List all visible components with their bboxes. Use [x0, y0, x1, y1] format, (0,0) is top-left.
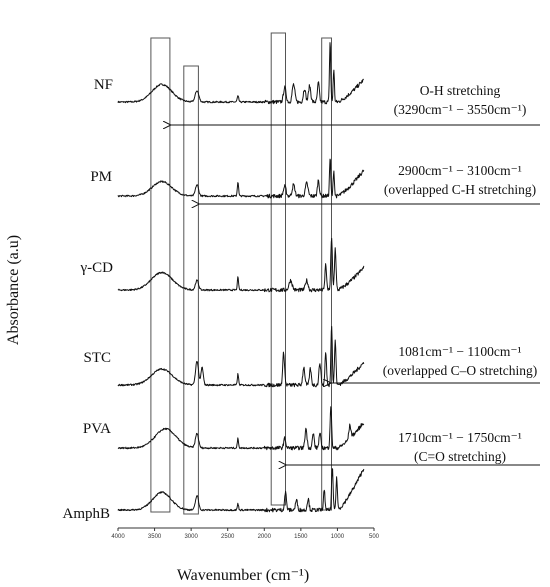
spectrum-pm [117, 158, 365, 199]
series-label: STC [83, 350, 111, 366]
annotation-line1: 1710cm⁻¹ − 1750cm⁻¹ [398, 430, 522, 445]
x-tick-label: 1000 [331, 534, 345, 540]
series-label: PM [90, 169, 112, 185]
annotation-line2: (C=O stretching) [414, 449, 506, 464]
highlight-region [270, 32, 287, 506]
series-label: γ-CD [80, 260, 114, 276]
series-label: AmphB [62, 506, 110, 522]
x-tick-label: 4000 [111, 534, 125, 540]
spectrum-nf [117, 42, 364, 105]
annotation-line1: O-H stretching [420, 83, 501, 98]
x-tick-label: 3000 [184, 534, 198, 540]
x-tick-label: 3500 [148, 534, 162, 540]
annotation-line1: 1081cm⁻¹ − 1100cm⁻¹ [398, 344, 521, 359]
annotation-line2: (overlapped C–O stretching) [383, 363, 537, 378]
series-label: NF [94, 77, 113, 93]
series-label: PVA [83, 421, 111, 437]
annotation-line2: (overlapped C-H stretching) [384, 182, 536, 197]
annotation-line1: 2900cm⁻¹ − 3100cm⁻¹ [398, 163, 522, 178]
x-tick-label: 1500 [294, 534, 308, 540]
x-tick-label: 2000 [258, 534, 272, 540]
x-tick-label: 500 [369, 534, 380, 540]
y-axis-label: Absorbance (a.u) [5, 235, 22, 345]
spectrum-pva [117, 406, 365, 451]
spectrum-stc [117, 326, 365, 388]
highlight-region [183, 65, 199, 515]
annotation-line2: (3290cm⁻¹ − 3550cm⁻¹) [394, 102, 527, 117]
highlight-region [150, 37, 171, 513]
x-tick-label: 2500 [221, 534, 235, 540]
spectrum-amphb [117, 468, 365, 513]
x-axis-label: Wavenumber (cm⁻¹) [177, 567, 309, 584]
spectrum-cd [117, 237, 365, 293]
